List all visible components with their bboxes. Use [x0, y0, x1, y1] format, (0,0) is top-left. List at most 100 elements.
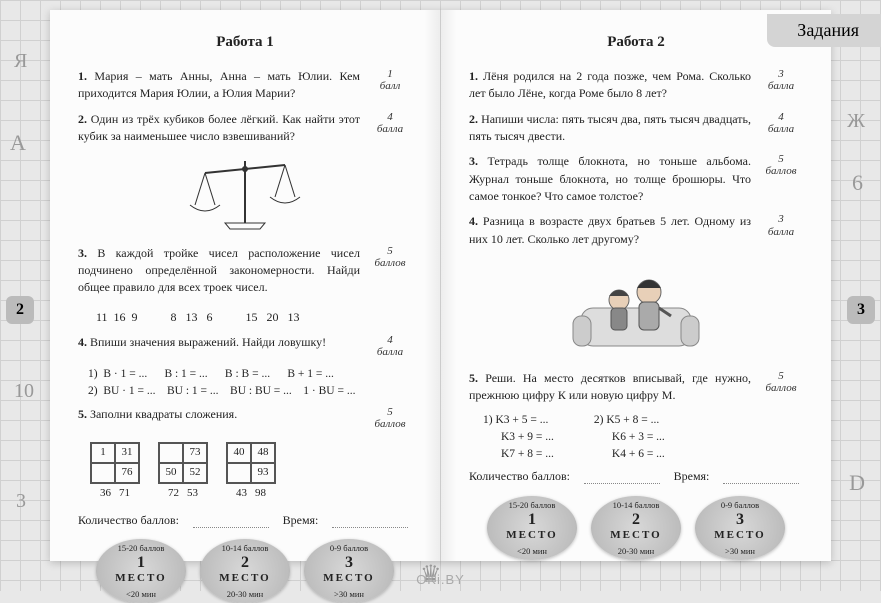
page-title: Работа 1 — [78, 32, 412, 54]
task-3: 3. Тетрадь толще блокнота, но тоньше аль… — [469, 153, 803, 205]
medal-num: 2 — [241, 555, 249, 571]
score-label: Количество баллов: — [78, 512, 179, 529]
square-group: 13176 3671 — [90, 442, 140, 502]
medal-num: 3 — [736, 512, 744, 528]
task-text: Мария – мать Анны, Анна – мать Юлии. Кем… — [78, 69, 360, 100]
square-group: 404893 43 98 — [226, 442, 276, 502]
expression-row: 2) BU · 1 = ... BU : 1 = ... BU : BU = .… — [88, 383, 412, 400]
cell — [227, 463, 251, 483]
task-text: Один из трёх кубиков более лёгкий. Как н… — [78, 112, 360, 143]
task-2: 2. Один из трёх кубиков более лёгкий. Ка… — [78, 111, 412, 146]
decor-letter: D — [849, 470, 865, 496]
cell: 50 — [159, 463, 183, 483]
expression-row: 1) B · 1 = ... B : 1 = ... B : B = ... B… — [88, 366, 412, 383]
expr: 2) K5 + 8 = ... — [594, 412, 665, 429]
task-points: 1 балл — [368, 68, 412, 103]
task-num: 2. — [469, 112, 478, 126]
watermark: OKi.BY — [0, 572, 881, 587]
task-5: 5. Заполни квадраты сложения. 5 баллов — [78, 406, 412, 430]
expr: K7 + 8 = ... — [501, 446, 554, 463]
score-blank — [193, 514, 269, 528]
task-4: 4. Впиши значения выражений. Найди ловуш… — [78, 334, 412, 358]
medal-top: 10-14 баллов — [613, 499, 660, 511]
medal-bot: 20-30 мин — [618, 545, 654, 557]
cell: 72 — [168, 486, 179, 502]
cell: 98 — [255, 486, 266, 502]
score-label: Количество баллов: — [469, 468, 570, 485]
cell — [159, 443, 183, 463]
medal-top: 15-20 баллов — [509, 499, 556, 511]
medal-bot: <20 мин — [126, 588, 156, 600]
cell: 73 — [183, 443, 207, 463]
score-line: Количество баллов: Время: — [78, 506, 412, 529]
medal-place: МЕСТО — [610, 528, 661, 544]
page-number-right: 3 — [847, 296, 875, 324]
task-1: 1. Лёня родился на 2 года позже, чем Ром… — [469, 68, 803, 103]
time-blank — [723, 470, 799, 484]
medal-num: 3 — [345, 555, 353, 571]
medal-1: 15-20 баллов1МЕСТО<20 мин — [487, 496, 577, 560]
medal-num: 1 — [137, 555, 145, 571]
task-points: 3 балла — [759, 213, 803, 248]
decor-letter: Я — [14, 50, 27, 73]
medal-place: МЕСТО — [714, 528, 765, 544]
task-5: 5. Реши. На место десятков вписывай, где… — [469, 370, 803, 405]
number-triples: 11 16 9 8 13 6 15 20 13 — [96, 309, 412, 326]
score-line: Количество баллов: Время: — [469, 462, 803, 485]
medal-bot: >30 мин — [334, 588, 364, 600]
cell: 93 — [251, 463, 275, 483]
task-points: 5 баллов — [368, 245, 412, 297]
task-text: Реши. На место десятков вписывай, где ну… — [469, 371, 751, 402]
medal-bot: 20-30 мин — [227, 588, 263, 600]
cell: 31 — [115, 443, 139, 463]
medal-top: 10-14 баллов — [222, 542, 269, 554]
medal-bot: >30 мин — [725, 545, 755, 557]
task-text: Напиши числа: пять тысяч два, пять тысяч… — [469, 112, 751, 143]
balance-scale-figure — [78, 155, 412, 238]
decor-letter: Ж — [847, 110, 865, 133]
medal-top: 0-9 баллов — [330, 542, 368, 554]
page-left: Работа 1 1. Мария – мать Анны, Анна – ма… — [50, 10, 441, 561]
task-num: 1. — [78, 69, 87, 83]
medal-top: 15-20 баллов — [118, 542, 165, 554]
cell: 43 — [236, 486, 247, 502]
expr: K4 + 6 = ... — [612, 446, 665, 463]
cell: 36 — [100, 486, 111, 502]
decor-letter: 10 — [14, 380, 34, 403]
medal-num: 2 — [632, 512, 640, 528]
cell: 48 — [251, 443, 275, 463]
task-3: 3. В каждой тройке чисел расположение чи… — [78, 245, 412, 297]
cell — [91, 463, 115, 483]
task-1: 1. Мария – мать Анны, Анна – мать Юлии. … — [78, 68, 412, 103]
task-text: Разница в возрасте двух братьев 5 лет. О… — [469, 214, 751, 245]
solve-col-1: 1) K3 + 5 = ... K3 + 9 = ... K7 + 8 = ..… — [483, 412, 554, 462]
brothers-illustration — [469, 258, 803, 363]
task-points: 5 баллов — [759, 153, 803, 205]
decor-letter: 3 — [16, 490, 26, 513]
task-num: 3. — [469, 154, 478, 168]
task-num: 5. — [469, 371, 478, 385]
task-num: 4. — [78, 335, 87, 349]
expr: K3 + 9 = ... — [501, 429, 554, 446]
medal-3: 0-9 баллов3МЕСТО>30 мин — [695, 496, 785, 560]
task-text: Тетрадь толще блокнота, но тоньше альбом… — [469, 154, 751, 203]
square-group: 735052 7253 — [158, 442, 208, 502]
task-points: 5 баллов — [368, 406, 412, 430]
medal-place: МЕСТО — [506, 528, 557, 544]
cell: 71 — [119, 486, 130, 502]
task-points: 4 балла — [759, 111, 803, 146]
cell: 40 — [227, 443, 251, 463]
decor-letter: 6 — [852, 170, 863, 196]
task-text: В каждой тройке чисел расположение чисел… — [78, 246, 360, 295]
medal-bot: <20 мин — [517, 545, 547, 557]
task-text: Лёня родился на 2 года позже, чем Рома. … — [469, 69, 751, 100]
task-points: 4 балла — [368, 334, 412, 358]
task-4: 4. Разница в возрасте двух братьев 5 лет… — [469, 213, 803, 248]
task-num: 4. — [469, 214, 478, 228]
time-label: Время: — [283, 512, 319, 529]
task-points: 4 балла — [368, 111, 412, 146]
score-blank — [584, 470, 660, 484]
medal-2: 10-14 баллов2МЕСТО20-30 мин — [591, 496, 681, 560]
cell: 76 — [115, 463, 139, 483]
header-tab: Задания — [767, 14, 881, 47]
